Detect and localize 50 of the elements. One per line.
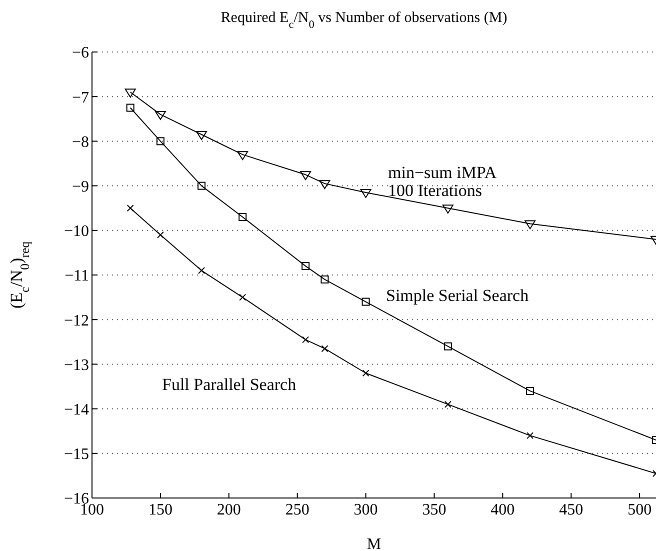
point bbox=[198, 182, 206, 190]
point bbox=[156, 137, 164, 146]
point bbox=[320, 275, 329, 284]
point bbox=[302, 336, 310, 344]
point bbox=[319, 180, 330, 190]
point bbox=[124, 88, 136, 98]
x-tick-label: 150 bbox=[148, 501, 172, 518]
point bbox=[526, 432, 534, 440]
x-tick-label: 300 bbox=[354, 501, 378, 518]
x-tick-label: 500 bbox=[628, 501, 652, 518]
series-label: min−sum iMPA 100 Iterations bbox=[388, 163, 498, 200]
point bbox=[360, 188, 372, 198]
point bbox=[237, 151, 248, 160]
point bbox=[302, 262, 310, 270]
y-tick-label: −7 bbox=[72, 89, 89, 106]
y-tick-label: −14 bbox=[64, 401, 89, 418]
x-tick-label: 250 bbox=[285, 501, 310, 518]
x-tick-label: 400 bbox=[490, 501, 515, 518]
y-tick-label: −10 bbox=[64, 223, 89, 240]
point bbox=[442, 204, 454, 214]
point bbox=[196, 131, 208, 140]
point bbox=[526, 386, 534, 395]
point bbox=[362, 370, 370, 377]
y-tick-label: −15 bbox=[64, 446, 89, 464]
point bbox=[156, 231, 164, 238]
x-axis-title: M bbox=[366, 536, 382, 551]
point bbox=[524, 220, 536, 230]
point bbox=[444, 400, 452, 408]
point bbox=[444, 342, 452, 350]
y-tick-label: −11 bbox=[64, 268, 89, 285]
point bbox=[126, 204, 134, 212]
y-tick-label: −8 bbox=[72, 134, 89, 151]
point bbox=[198, 267, 206, 274]
x-tick-label: 350 bbox=[422, 501, 446, 518]
point bbox=[362, 298, 370, 306]
y-tick-label: −9 bbox=[72, 178, 89, 196]
point bbox=[126, 104, 134, 112]
y-tick-label: −6 bbox=[72, 44, 89, 62]
y-tick-label: −12 bbox=[64, 312, 89, 330]
point bbox=[238, 213, 247, 222]
point bbox=[154, 110, 166, 120]
y-tick-label: −13 bbox=[64, 356, 89, 374]
chart-title: Required E$_{c}$/N$_{0}$ vs Number of observations (M) bbox=[220, 10, 508, 31]
x-tick-label: 450 bbox=[559, 501, 584, 518]
point bbox=[239, 294, 246, 301]
series-label: Full Parallel Search bbox=[162, 375, 297, 394]
point bbox=[321, 345, 328, 352]
point bbox=[300, 171, 312, 180]
series-label: Simple Serial Search bbox=[386, 286, 530, 305]
x-tick-label: 200 bbox=[216, 501, 241, 518]
